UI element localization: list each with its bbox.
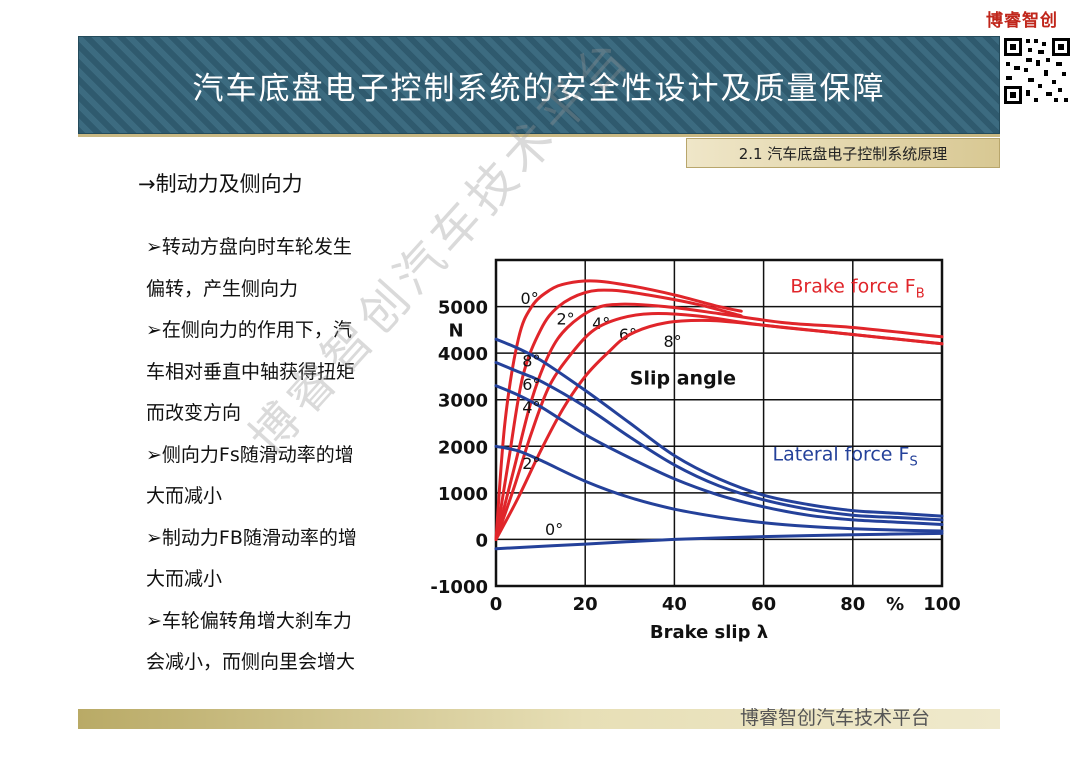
brand-logo-text: 博睿智创 <box>986 11 1058 31</box>
bullet-line: 而改变方向 <box>146 402 242 424</box>
bullet-line: 车相对垂直中轴获得扭矩 <box>146 360 356 383</box>
bullet-line: 会减小，而侧向里会增大 <box>146 651 356 673</box>
bullet-line: ➢在侧向力的作用下，汽 <box>146 319 352 341</box>
legend-label-main: Brake force F <box>790 276 915 298</box>
bullet-list: ➢转动方盘向时车轮发生 偏转，产生侧向力 ➢在侧向力的作用下，汽 车相对垂直中轴… <box>146 227 408 684</box>
footer-text: 博睿智创汽车技术平台 <box>740 707 931 729</box>
series-line <box>494 361 944 522</box>
x-tick-label: 20 <box>573 594 598 615</box>
y-tick-label: 1000 <box>438 484 488 505</box>
series-line <box>494 444 944 533</box>
section-heading: →制动力及侧向力 <box>138 172 303 196</box>
x-tick-label: 40 <box>662 594 687 615</box>
series-label: 6° <box>522 375 540 394</box>
title-banner: 汽车底盘电子控制系统的安全性设计及质量保障 <box>78 36 1000 134</box>
y-tick-label: -1000 <box>430 577 488 598</box>
legend-label: Brake force FB <box>790 276 924 302</box>
x-tick-label: 100 <box>923 594 961 615</box>
series-label: 8° <box>663 332 681 351</box>
legend-label-subscript: S <box>909 454 917 469</box>
x-axis-label: Brake slip λ <box>650 622 768 643</box>
y-tick-label: 5000 <box>438 298 488 319</box>
x-tick-label: 80 <box>840 594 865 615</box>
x-tick-label: 0 <box>490 594 503 615</box>
slip-angle-annotation: Slip angle <box>630 367 736 389</box>
legend-label-subscript: B <box>916 287 925 302</box>
series-line <box>494 337 944 518</box>
series-label: 4° <box>522 398 540 417</box>
qr-code-icon <box>1002 36 1072 106</box>
y-tick-label: 3000 <box>438 391 488 412</box>
section-tag: 2.1 汽车底盘电子控制系统原理 <box>686 138 1000 168</box>
series-line <box>494 531 944 551</box>
bullet-line: ➢车轮偏转角增大刹车力 <box>146 609 352 632</box>
legend-label: Lateral force FS <box>773 443 918 469</box>
y-tick-label: 4000 <box>438 344 488 365</box>
series-label: 2° <box>556 310 574 329</box>
series-line <box>494 288 743 541</box>
series-line <box>494 279 743 541</box>
x-unit-label: % <box>886 594 904 615</box>
series-label: 0° <box>521 289 539 308</box>
series-label: 2° <box>522 454 540 473</box>
series-line <box>494 312 944 541</box>
y-tick-label: 0 <box>475 530 488 551</box>
bullet-line: ➢侧向力Fs随滑动率的增 <box>146 443 354 466</box>
y-tick-label: 2000 <box>438 437 488 458</box>
legend-label-main: Lateral force F <box>773 443 910 465</box>
series-line <box>494 384 944 526</box>
series-line <box>494 302 944 541</box>
footer-bar <box>78 709 1000 729</box>
bullet-line: 偏转，产生侧向力 <box>146 277 299 300</box>
bullet-line: ➢制动力FB随滑动率的增 <box>146 526 357 549</box>
series-line <box>494 318 944 541</box>
y-axis-label: N <box>448 321 463 342</box>
bullet-line: 大而减小 <box>146 485 223 507</box>
series-label: 8° <box>522 351 540 370</box>
bullet-line: ➢转动方盘向时车轮发生 <box>146 236 352 258</box>
series-label: 0° <box>545 520 563 539</box>
x-tick-label: 60 <box>751 594 776 615</box>
bullet-line: 大而减小 <box>146 568 223 590</box>
section-divider <box>78 134 1000 137</box>
plot-frame <box>494 258 944 588</box>
page-title: 汽车底盘电子控制系统的安全性设计及质量保障 <box>192 70 886 107</box>
